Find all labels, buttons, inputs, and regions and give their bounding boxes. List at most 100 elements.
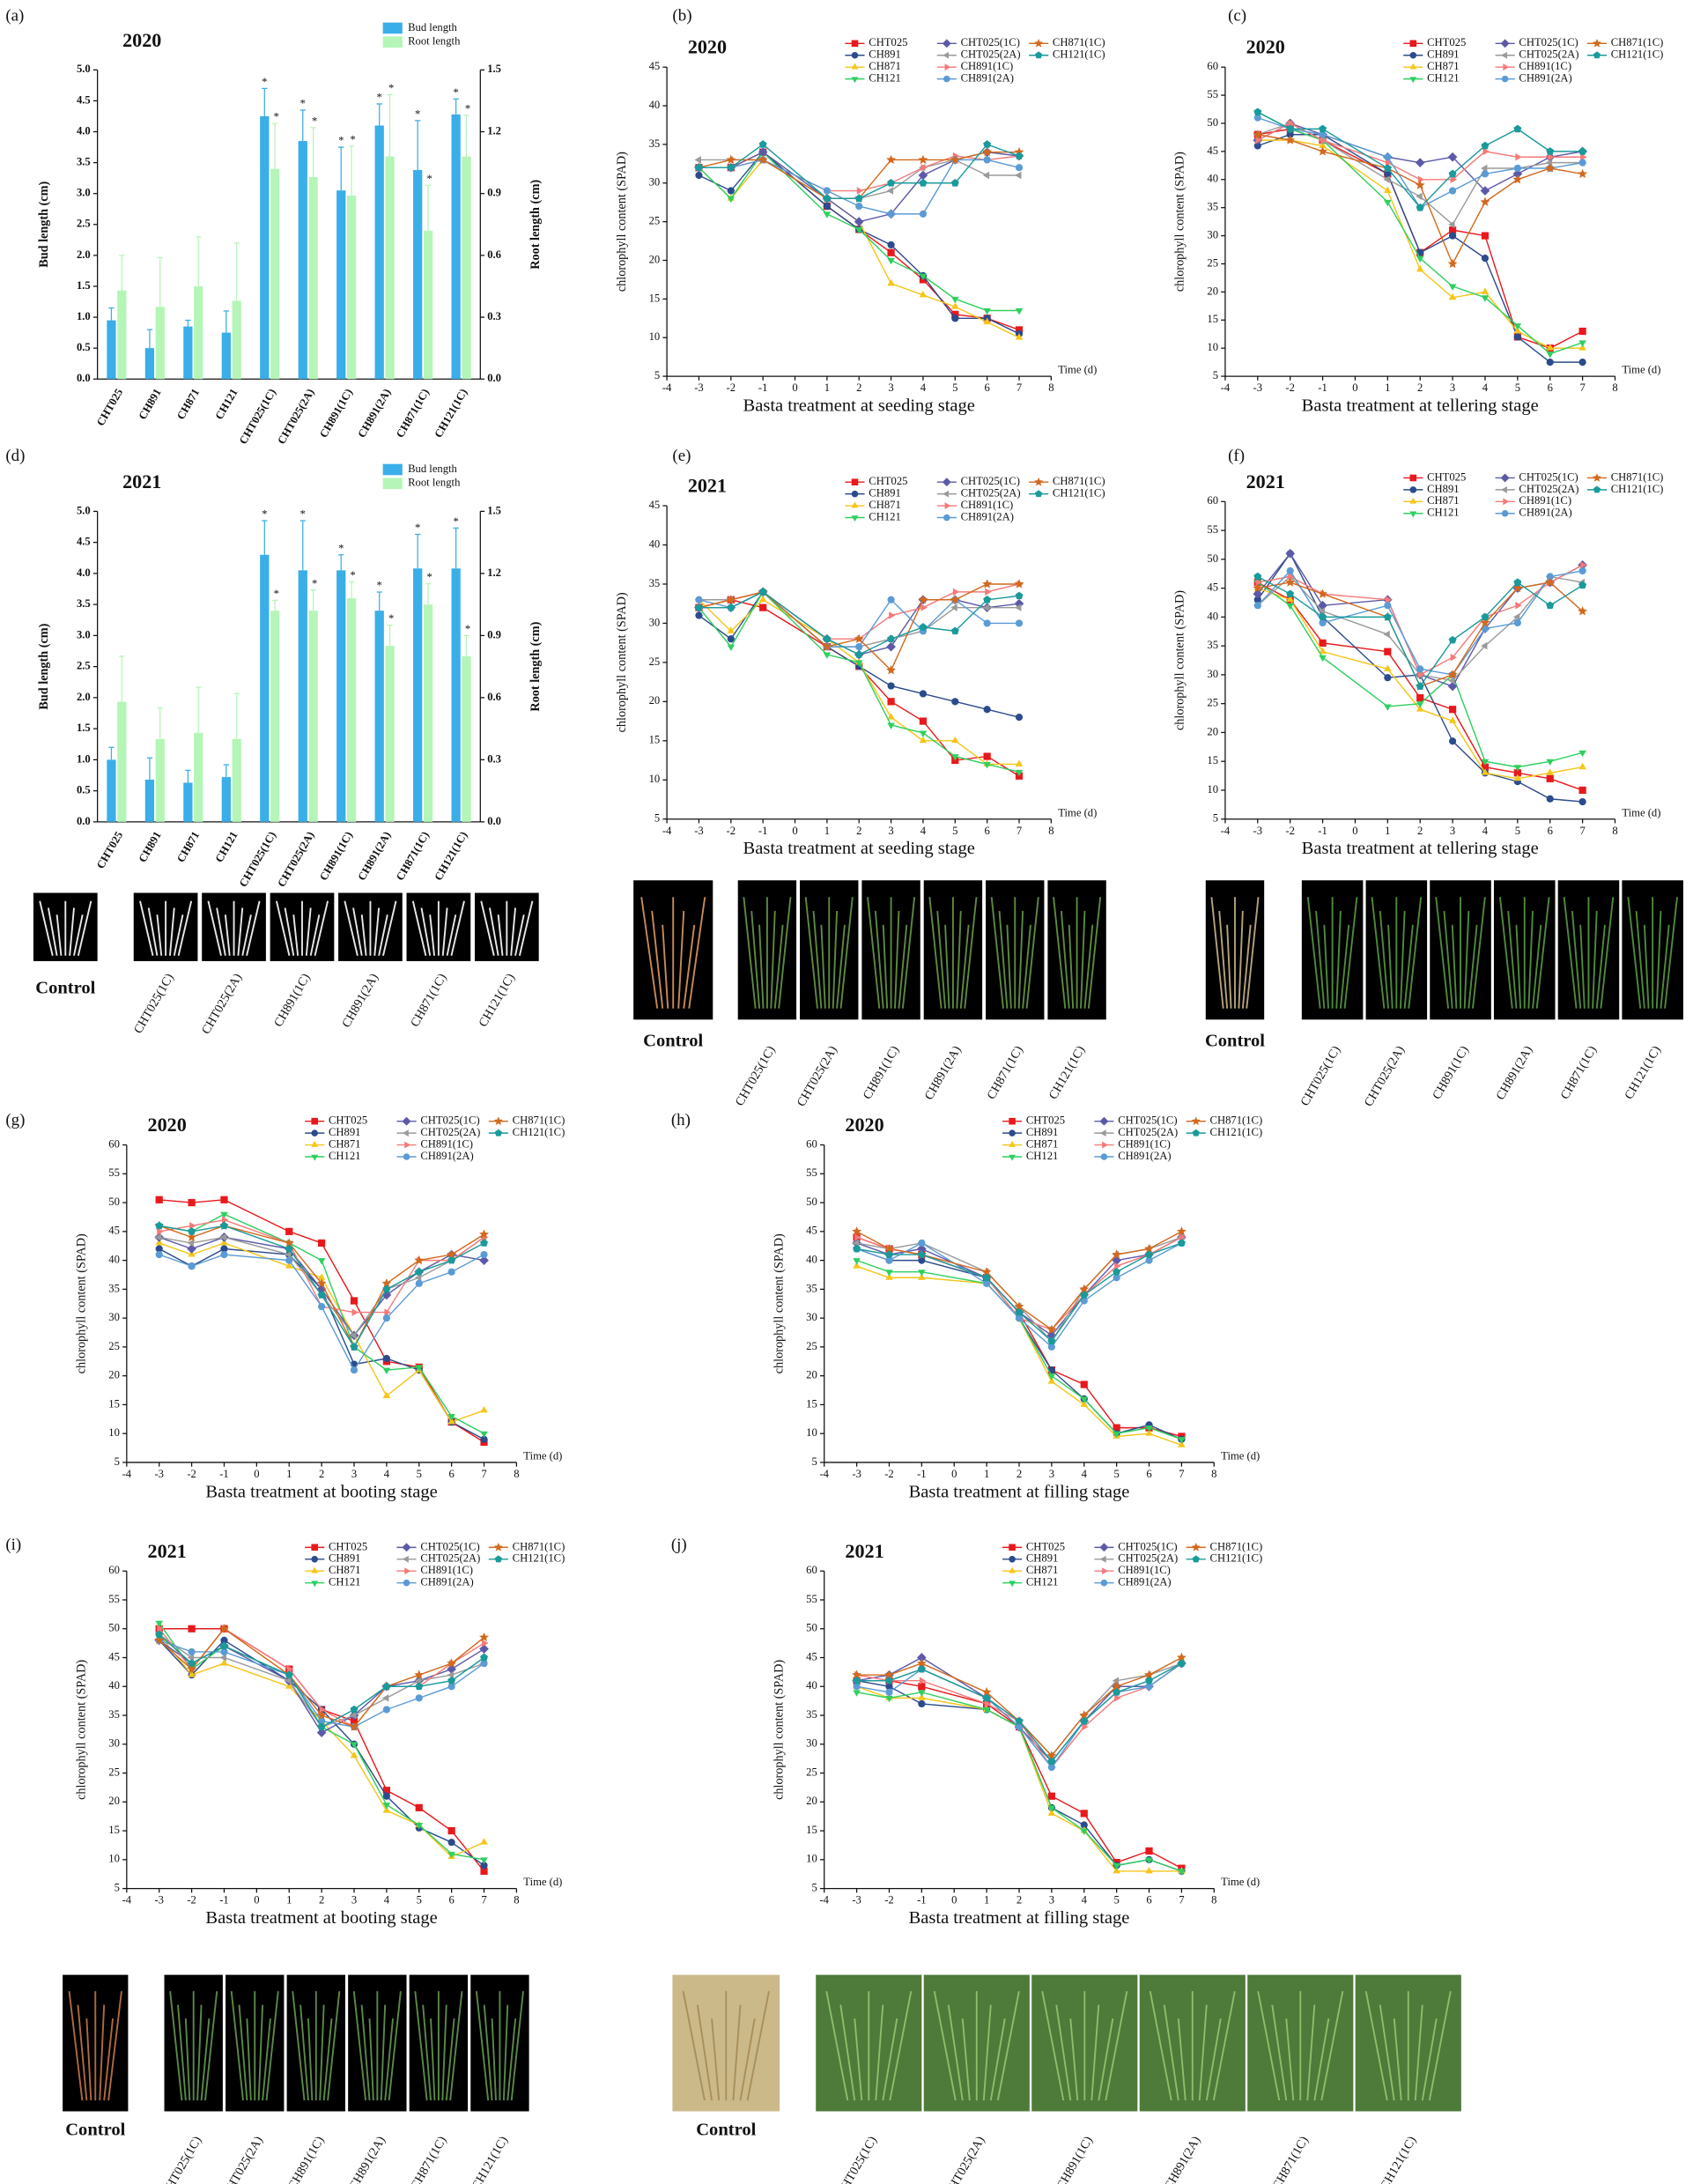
- data-point: [1546, 774, 1554, 782]
- error-bar: [415, 120, 421, 171]
- data-point: [919, 210, 928, 218]
- y2-tick-label: 0.6: [487, 691, 501, 703]
- photo-label: CH891(2A): [1162, 2134, 1204, 2184]
- data-point: [1578, 606, 1588, 616]
- x-tick-label: 6: [1548, 825, 1553, 837]
- data-point: [1548, 152, 1555, 161]
- data-point: [285, 1250, 292, 1259]
- data-point: [1113, 1424, 1120, 1432]
- legend-marker: [402, 1116, 411, 1126]
- bar: [232, 738, 241, 822]
- data-point: [1318, 589, 1328, 598]
- photo-detail: [475, 1991, 490, 2101]
- photo-detail: [956, 910, 962, 1009]
- photo-detail: [1017, 910, 1024, 1009]
- legend-marker: [1593, 485, 1601, 493]
- data-point: [886, 154, 897, 165]
- x-tick-label: CHT025(1C): [237, 829, 278, 889]
- legend-label: CH121: [1026, 1576, 1058, 1588]
- x-tick-label: CH891(1C): [317, 387, 355, 440]
- error-bar: [453, 98, 459, 115]
- y-tick-label: 55: [1207, 88, 1218, 100]
- photo-detail: [1364, 1991, 1388, 2101]
- x-tick-label: 6: [448, 1894, 454, 1906]
- y-tick-label: 35: [1207, 639, 1218, 651]
- photo-detail: [1238, 910, 1244, 1009]
- data-point: [920, 163, 928, 172]
- data-point: [1416, 203, 1424, 211]
- photo-detail: [422, 2004, 432, 2101]
- x-tick-label: 1: [984, 1894, 989, 1906]
- x-tick-label: 1: [286, 1468, 292, 1480]
- data-point: [950, 595, 960, 604]
- data-point: [1481, 295, 1490, 302]
- data-point: [694, 163, 703, 172]
- legend-marker: [494, 1129, 502, 1136]
- y-tick-label: 15: [1207, 754, 1218, 766]
- bar: [260, 115, 270, 380]
- data-point: [855, 202, 863, 211]
- y-axis-label: chlorophyll content (SPAD): [772, 1660, 786, 1800]
- photo-detail: [1592, 910, 1598, 1009]
- data-point: [319, 1706, 327, 1714]
- data-point: [883, 1669, 894, 1679]
- x-caption: Basta treatment at tellering stage: [1302, 396, 1539, 416]
- data-point: [188, 1625, 196, 1632]
- x-tick-label: 2: [1017, 1468, 1022, 1480]
- photo-label: CHT025(2A): [942, 2134, 987, 2184]
- data-point: [887, 698, 895, 706]
- x-tick-label: -3: [1253, 381, 1263, 394]
- series-line: [159, 1633, 484, 1729]
- x-tick-label: CH121: [213, 387, 240, 422]
- data-point: [727, 603, 736, 611]
- significance: *: [262, 76, 267, 88]
- y-tick-label: 1.0: [77, 752, 91, 765]
- x-axis-label: Time (d): [1622, 806, 1660, 818]
- x-tick-label: CH121(1C): [432, 829, 469, 882]
- data-point: [479, 1644, 489, 1655]
- data-point: [1047, 1757, 1056, 1766]
- data-point: [1047, 1373, 1056, 1381]
- x-tick-label: 1: [1385, 825, 1390, 837]
- data-point: [727, 163, 736, 172]
- data-point: [759, 603, 767, 611]
- x-tick-label: 1: [984, 1468, 989, 1480]
- data-point: [1285, 577, 1296, 587]
- y-tick-label: 3.0: [77, 628, 91, 640]
- photo-label: CHT025(1C): [159, 2134, 205, 2184]
- legend-marker: [942, 478, 951, 487]
- photo-detail: [491, 2018, 497, 2101]
- legend-marker: [1503, 63, 1510, 71]
- data-point: [758, 588, 767, 596]
- significance: *: [415, 107, 420, 120]
- data-point: [1482, 147, 1490, 156]
- data-point: [1578, 359, 1586, 366]
- y-tick-label: 5.0: [77, 63, 91, 75]
- series-line: [1257, 134, 1583, 266]
- panel-label: (h): [671, 1111, 691, 1129]
- photo-detail: [139, 900, 154, 956]
- x-tick-label: CHT025: [94, 829, 125, 870]
- data-point: [350, 1297, 359, 1305]
- photo-detail: [99, 2004, 106, 2101]
- data-point: [480, 1250, 488, 1259]
- data-point: [727, 635, 735, 643]
- data-point: [983, 619, 991, 627]
- series-line: [698, 159, 1020, 338]
- x-tick-label: 8: [1211, 1894, 1216, 1906]
- x-tick-label: 7: [1179, 1894, 1184, 1906]
- photo-detail: [711, 2018, 721, 2101]
- data-point: [886, 665, 897, 675]
- photo-detail: [169, 1991, 183, 2101]
- data-point: [1080, 1821, 1088, 1829]
- y-tick-label: 3.5: [77, 156, 91, 168]
- y-tick-label: 30: [649, 176, 661, 189]
- data-point: [189, 1222, 196, 1230]
- bar: [298, 570, 307, 822]
- x-tick-label: CH121(1C): [432, 387, 469, 440]
- y-axis-label: chlorophyll content (SPAD): [772, 1233, 786, 1373]
- y-axis-label: Bud length (cm): [37, 181, 51, 268]
- photo-detail: [882, 924, 889, 1009]
- data-point: [1578, 168, 1588, 179]
- legend-label: CH891(2A): [1118, 1150, 1171, 1162]
